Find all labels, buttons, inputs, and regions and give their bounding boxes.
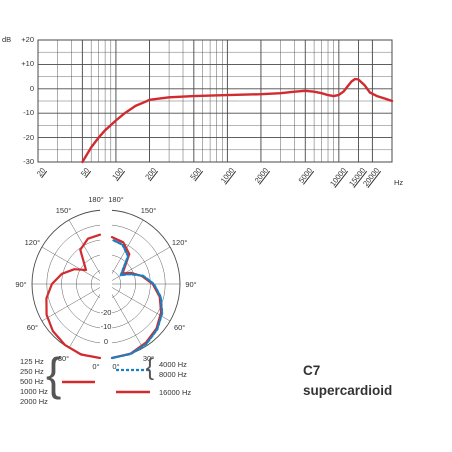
legend-brace: {	[146, 354, 155, 381]
y-tick-label: -20	[23, 132, 34, 142]
polar-grid	[31, 202, 181, 366]
model-name: C7	[303, 363, 321, 378]
polar-radial-label: -20	[100, 307, 112, 317]
polar-spoke	[41, 283, 107, 322]
polar-angle-label: 150°	[140, 206, 157, 216]
legend-frequency-mid: 4000 Hz	[159, 360, 187, 369]
polar-angle-label: 0°	[112, 362, 120, 371]
legend-frequency-high: 16000 Hz	[159, 388, 192, 397]
polar-angle-label: 60°	[173, 322, 186, 332]
y-tick-label: +20	[21, 35, 34, 44]
legend-frequency-low: 125 Hz	[20, 357, 44, 366]
polar-spoke	[68, 283, 107, 349]
legend-frequency-low: 1000 Hz	[20, 387, 48, 396]
legend-frequency-low: 2000 Hz	[20, 397, 48, 406]
y-unit-label: dB	[2, 35, 12, 44]
legend-frequency-low: 500 Hz	[20, 377, 44, 386]
y-tick-label: -30	[23, 157, 34, 166]
polar-angle-label: 180°	[108, 195, 124, 204]
frequency-curve-layer	[81, 77, 394, 164]
pickup-pattern: supercardioid	[303, 383, 393, 398]
frequency-response-curve-1	[81, 77, 394, 164]
polar-angle-label: 180°	[88, 195, 104, 204]
polar-spoke	[41, 246, 107, 285]
polar-angle-label: 60°	[26, 322, 39, 332]
polar-radial-label: 0	[103, 337, 109, 347]
polar-angle-label: 30°	[142, 353, 155, 363]
legend-frequency-low: 250 Hz	[20, 367, 44, 376]
legend-swatches	[62, 368, 150, 394]
frequency-grid	[37, 39, 393, 163]
polar-spoke	[105, 219, 144, 285]
polar-curve-4000-8000hz	[110, 238, 164, 360]
polar-curve-low-frequencies	[45, 233, 102, 360]
polar-curve-16000hz	[110, 236, 163, 360]
polar-angle-label: 90°	[185, 280, 197, 289]
polar-spoke	[105, 283, 144, 349]
polar-spoke	[105, 246, 171, 285]
polar-spoke	[68, 219, 107, 285]
y-tick-label: -10	[23, 108, 34, 118]
polar-angle-label: 120°	[24, 237, 41, 247]
polar-center-gap	[100, 202, 112, 366]
polar-angle-label: 0°	[92, 362, 100, 371]
y-tick-label: 0	[29, 83, 34, 93]
y-tick-label: +10	[21, 59, 34, 69]
polar-angle-label: 150°	[55, 206, 72, 216]
polar-radial-label: -10	[100, 322, 112, 332]
polar-angle-label: 120°	[171, 237, 188, 247]
polar-curves-layer	[45, 233, 164, 360]
legend-frequency-mid: 8000 Hz	[159, 370, 187, 379]
polar-angle-label: 30°	[57, 353, 70, 363]
legend-brace: {	[46, 348, 62, 400]
polar-angle-label: 90°	[15, 280, 27, 289]
x-unit-label: Hz	[394, 178, 404, 187]
